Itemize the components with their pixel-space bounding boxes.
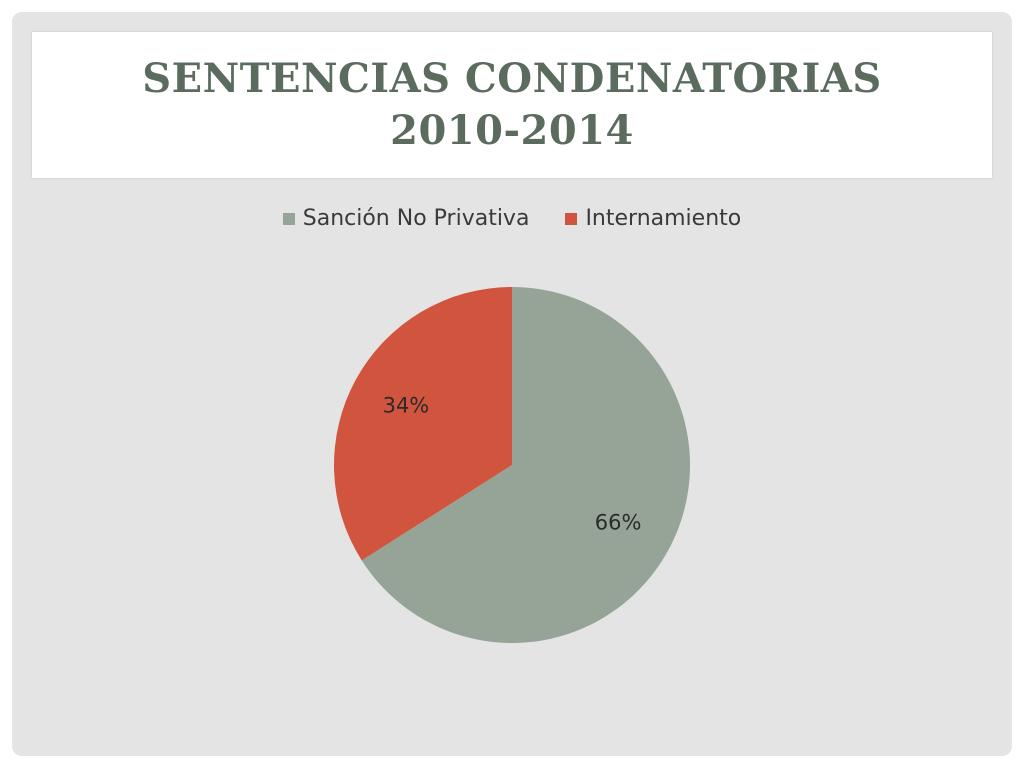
slide: SENTENCIAS CONDENATORIAS 2010-2014 Sanci… [12,12,1012,756]
legend-label-sancion-no-privativa: Sanción No Privativa [302,206,530,231]
legend-label-internamiento: Internamiento [585,206,742,231]
pie-slice-internamiento [334,287,512,561]
legend-swatch-sancion-no-privativa [282,212,295,225]
data-label-internamiento: 34% [383,394,430,418]
title-box: SENTENCIAS CONDENATORIAS 2010-2014 [32,32,992,178]
data-label-sancion-no-privativa: 66% [595,510,642,534]
legend-item-sancion-no-privativa: Sanción No Privativa [282,206,530,231]
legend-item-internamiento: Internamiento [565,206,741,231]
pie-chart: 66% 34% [334,287,690,643]
legend-swatch-internamiento [565,212,578,225]
chart-legend: Sanción No Privativa Internamiento [12,206,1012,231]
slide-title: SENTENCIAS CONDENATORIAS 2010-2014 [142,55,882,154]
pie-slice-sancion-no-privativa [361,287,690,643]
